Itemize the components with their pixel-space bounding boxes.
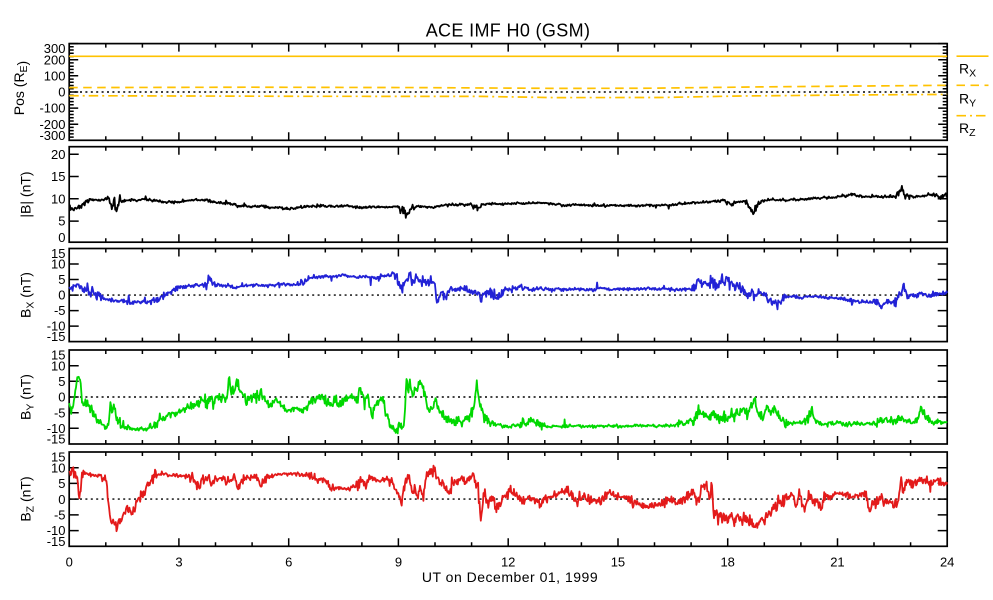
svg-text:12: 12 <box>501 555 515 570</box>
svg-text:15: 15 <box>51 450 65 465</box>
svg-text:UT on December 01, 1999: UT on December 01, 1999 <box>422 569 598 585</box>
svg-text:10: 10 <box>51 257 65 272</box>
svg-text:5: 5 <box>58 272 65 287</box>
svg-text:-10: -10 <box>47 319 66 334</box>
svg-text:0: 0 <box>58 492 65 507</box>
svg-text:15: 15 <box>51 169 65 184</box>
svg-text:0: 0 <box>66 555 73 570</box>
svg-text:Pos (RE): Pos (RE) <box>11 61 30 115</box>
svg-text:BY (nT): BY (nT) <box>18 374 37 420</box>
svg-text:10: 10 <box>51 460 65 475</box>
svg-text:20: 20 <box>51 147 65 162</box>
svg-text:|B| (nT): |B| (nT) <box>18 171 34 217</box>
svg-text:5: 5 <box>58 214 65 229</box>
svg-text:-15: -15 <box>47 534 66 549</box>
svg-text:5: 5 <box>58 374 65 389</box>
svg-text:18: 18 <box>720 555 734 570</box>
svg-text:-5: -5 <box>54 303 66 318</box>
svg-text:9: 9 <box>395 555 402 570</box>
svg-text:0: 0 <box>58 85 65 100</box>
svg-text:-100: -100 <box>39 101 65 116</box>
svg-text:-15: -15 <box>47 329 66 344</box>
svg-text:10: 10 <box>51 191 65 206</box>
svg-text:15: 15 <box>51 246 65 261</box>
svg-text:0: 0 <box>58 230 65 245</box>
svg-text:-15: -15 <box>47 432 66 447</box>
svg-text:300: 300 <box>44 41 66 56</box>
svg-text:5: 5 <box>58 476 65 491</box>
svg-text:3: 3 <box>175 555 182 570</box>
svg-text:-10: -10 <box>47 421 66 436</box>
svg-text:15: 15 <box>51 348 65 363</box>
svg-text:0: 0 <box>58 390 65 405</box>
svg-text:24: 24 <box>940 555 954 570</box>
svg-text:200: 200 <box>44 52 66 67</box>
svg-text:15: 15 <box>611 555 625 570</box>
svg-text:-5: -5 <box>54 507 66 522</box>
svg-text:-200: -200 <box>39 117 65 132</box>
svg-text:-10: -10 <box>47 523 66 538</box>
svg-text:10: 10 <box>51 358 65 373</box>
svg-text:ACE IMF H0 (GSM): ACE IMF H0 (GSM) <box>426 21 591 41</box>
svg-text:6: 6 <box>285 555 292 570</box>
svg-text:0: 0 <box>58 288 65 303</box>
svg-text:-5: -5 <box>54 405 66 420</box>
svg-text:-300: -300 <box>39 128 65 143</box>
svg-text:21: 21 <box>830 555 844 570</box>
svg-text:100: 100 <box>44 68 66 83</box>
